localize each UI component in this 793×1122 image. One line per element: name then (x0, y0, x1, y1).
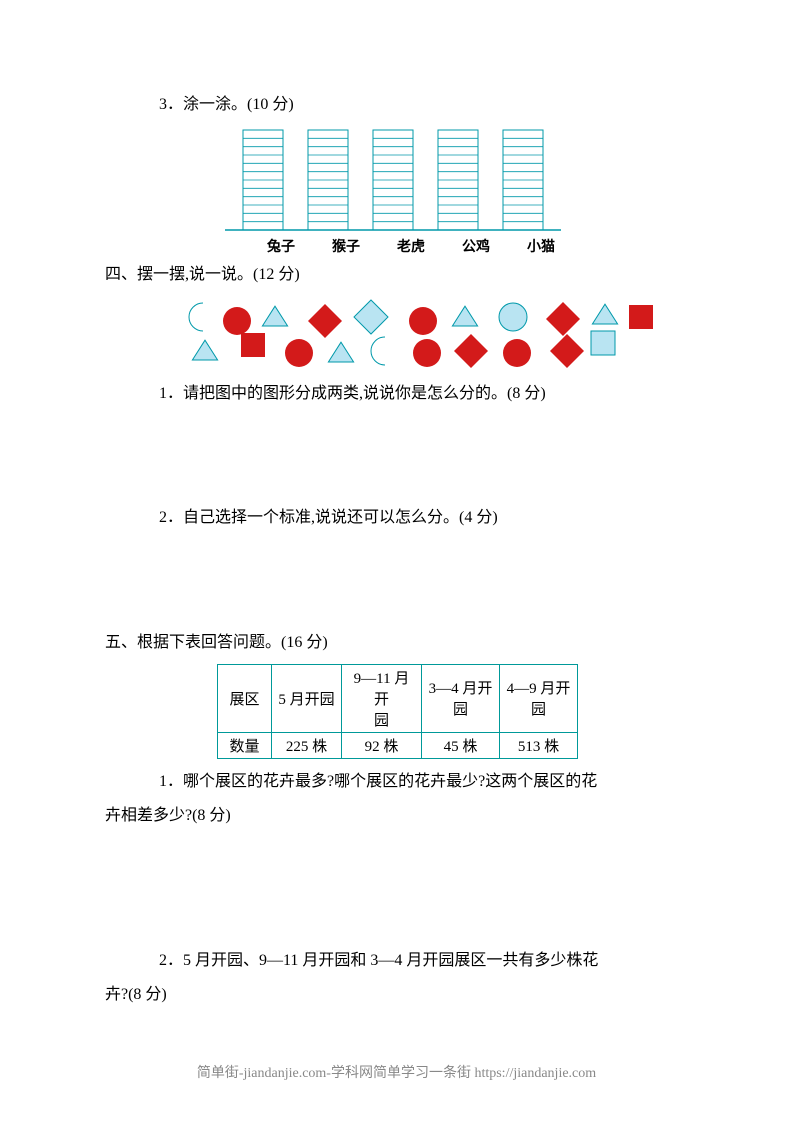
diamond-shape (308, 304, 342, 338)
s5-q2-line2: 卉?(8 分) (105, 980, 688, 1010)
bar-label: 猴子 (314, 236, 379, 256)
square-shape (241, 333, 265, 357)
s4-q2-text: 自己选择一个标准,说说还可以怎么分。(4 分) (183, 509, 498, 526)
table-header-cell: 4—9 月开园 (500, 664, 578, 732)
circle-shape (499, 303, 527, 331)
s5-q2-line1: 2．5 月开园、9—11 月开园和 3—4 月开园展区一共有多少株花 (105, 946, 688, 976)
circle-shape (409, 307, 437, 335)
diamond-shape (454, 334, 488, 368)
bar-chart-svg (225, 126, 561, 234)
s5-q2-text2: 卉?(8 分) (105, 986, 167, 1003)
table-cell: 92 株 (342, 732, 422, 758)
q3-number: 3． (159, 96, 183, 113)
bar-chart: 兔子猴子老虎公鸡小猫 (225, 126, 688, 256)
bar-label: 老虎 (379, 236, 444, 256)
s5-q2-number: 2． (159, 952, 183, 969)
circle-shape (223, 307, 251, 335)
s4-q2-number: 2． (159, 509, 183, 526)
table-header-cell: 9—11 月开园 (342, 664, 422, 732)
section4-heading: 四、摆一摆,说一说。(12 分) (105, 260, 688, 290)
triangle-shape (592, 304, 617, 324)
s5-q1-line2: 卉相差多少?(8 分) (105, 801, 688, 831)
table-row-label: 数量 (218, 732, 272, 758)
s4-q1-text: 请把图中的图形分成两类,说说你是怎么分的。(8 分) (183, 385, 546, 402)
q3-heading: 3．涂一涂。(10 分) (105, 90, 688, 120)
diamond-shape (546, 302, 580, 336)
triangle-shape (192, 340, 217, 360)
circle-shape (413, 339, 441, 367)
bar-label: 小猫 (509, 236, 574, 256)
section5-heading: 五、根据下表回答问题。(16 分) (105, 628, 688, 658)
bar-chart-labels: 兔子猴子老虎公鸡小猫 (243, 236, 579, 256)
triangle-shape (262, 306, 287, 326)
bar-label: 兔子 (249, 236, 314, 256)
table-cell: 513 株 (500, 732, 578, 758)
triangle-shape (328, 342, 353, 362)
shapes-svg (175, 299, 655, 373)
s4-q1-number: 1． (159, 385, 183, 402)
s5-q1-text1: 哪个展区的花卉最多?哪个展区的花卉最少?这两个展区的花 (183, 773, 597, 790)
table-header-cell: 3—4 月开园 (422, 664, 500, 732)
table-cell: 225 株 (272, 732, 342, 758)
s5-q1-line1: 1．哪个展区的花卉最多?哪个展区的花卉最少?这两个展区的花 (105, 767, 688, 797)
table-header-cell: 5 月开园 (272, 664, 342, 732)
page-footer: 简单街-jiandanjie.com-学科网简单学习一条街 https://ji… (0, 1062, 793, 1082)
s5-q1-text2: 卉相差多少?(8 分) (105, 807, 231, 824)
moon-shape (371, 337, 385, 365)
triangle-shape (452, 306, 477, 326)
moon-shape (189, 303, 203, 331)
table-header-cell: 展区 (218, 664, 272, 732)
s5-q2-text1: 5 月开园、9—11 月开园和 3—4 月开园展区一共有多少株花 (183, 952, 598, 969)
diamond-shape (550, 334, 584, 368)
data-table: 展区5 月开园9—11 月开园3—4 月开园4—9 月开园数量225 株92 株… (217, 664, 578, 759)
s4-q1: 1．请把图中的图形分成两类,说说你是怎么分的。(8 分) (105, 379, 688, 409)
shapes-figure (175, 299, 655, 373)
table-cell: 45 株 (422, 732, 500, 758)
s4-q2: 2．自己选择一个标准,说说还可以怎么分。(4 分) (105, 503, 688, 533)
circle-shape (285, 339, 313, 367)
bar-label: 公鸡 (444, 236, 509, 256)
s5-q1-number: 1． (159, 773, 183, 790)
square-shape (591, 331, 615, 355)
data-table-wrap: 展区5 月开园9—11 月开园3—4 月开园4—9 月开园数量225 株92 株… (217, 664, 688, 759)
square-shape (629, 305, 653, 329)
diamond-shape (354, 300, 388, 334)
q3-title: 涂一涂。(10 分) (183, 96, 294, 113)
circle-shape (503, 339, 531, 367)
